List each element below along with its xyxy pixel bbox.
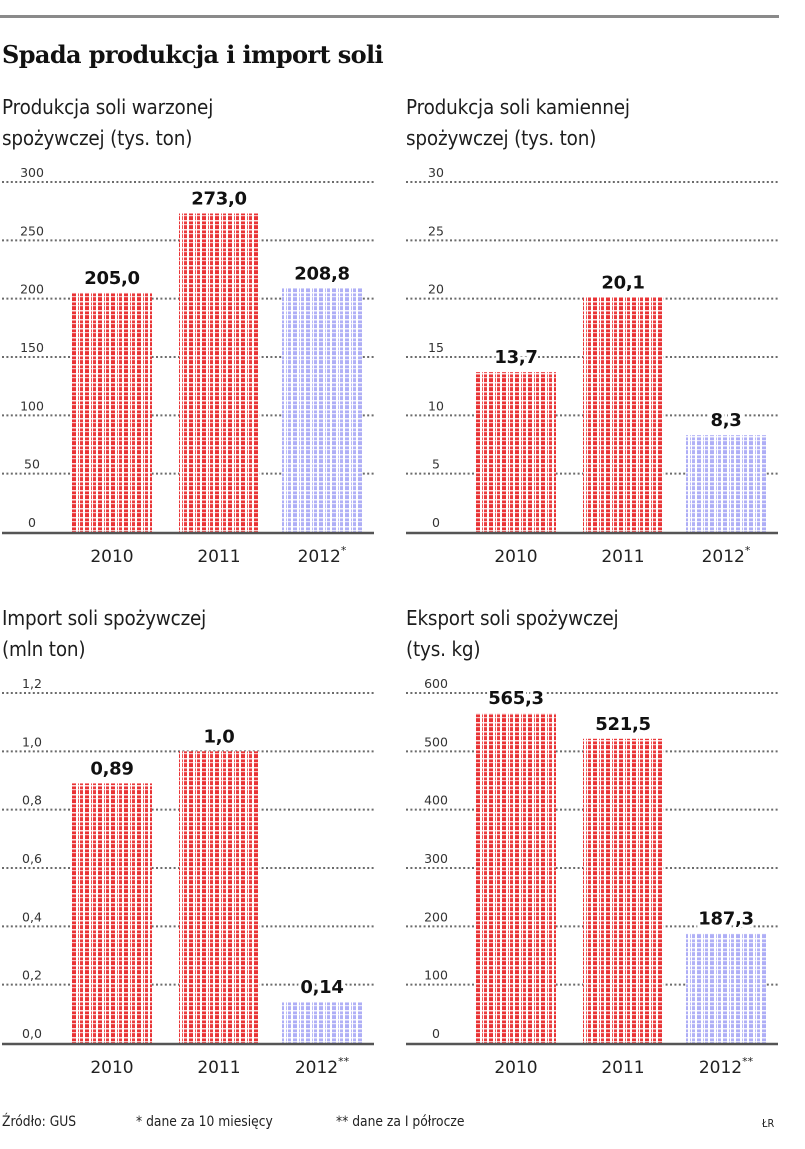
chart-title: Produkcja soli kamiennej spożywczej (tys… [406, 92, 630, 154]
main-title: Spada produkcja i import soli [2, 40, 384, 69]
chart-panel-kamiennej: Produkcja soli kamiennej spożywczej (tys… [406, 92, 786, 592]
chart-title-line-1: Import soli spożywczej [2, 606, 207, 630]
data-label: 208,8 [294, 263, 349, 284]
x-tick-label: 2011 [601, 1058, 644, 1078]
chart-title-line-2: (mln ton) [2, 637, 86, 661]
x-tick-label: 2011 [197, 1058, 240, 1078]
bar-2012 [282, 1002, 362, 1043]
x-tick-label: 2010 [494, 547, 537, 567]
y-tick-label: 5 [432, 457, 440, 472]
bar-2010 [476, 713, 556, 1043]
chart-panel-import: Import soli spożywczej (mln ton) 0,0 0,2 0… [2, 603, 382, 1103]
chart-title-line-1: Produkcja soli kamiennej [406, 95, 630, 119]
y-tick-label: 0 [432, 1026, 440, 1041]
data-label: 0,89 [90, 758, 133, 779]
chart-title-line-2: (tys. kg) [406, 637, 481, 661]
bar-2010 [72, 292, 152, 532]
y-tick-label: 0 [432, 515, 440, 530]
x-tick-label: 2010 [90, 1058, 133, 1078]
x-tick-label: 2012** [295, 1055, 350, 1078]
chart-title: Produkcja soli warzonej spożywczej (tys.… [2, 92, 213, 154]
chart-title-line-1: Produkcja soli warzonej [2, 95, 214, 119]
y-tick-label: 200 [20, 282, 44, 297]
y-tick-label: 400 [424, 793, 448, 808]
data-label: 187,3 [698, 909, 753, 930]
author-credit: ŁR [762, 1117, 775, 1130]
y-tick-label: 500 [424, 734, 448, 749]
bar-2012 [686, 435, 766, 532]
bar-2011 [179, 751, 259, 1043]
y-tick-label: 600 [424, 676, 448, 691]
chart-title-line-2: spożywczej (tys. ton) [406, 126, 597, 150]
y-tick-label: 200 [424, 909, 448, 924]
y-tick-label: 100 [424, 968, 448, 983]
top-rule [0, 15, 779, 18]
bar-2010 [72, 783, 152, 1043]
x-tick-label: 2010 [90, 547, 133, 567]
x-tick-label: 2011 [601, 547, 644, 567]
y-tick-label: 15 [428, 340, 444, 355]
y-tick-label: 300 [424, 851, 448, 866]
y-tick-label: 300 [20, 165, 44, 180]
x-tick-label: 2012* [298, 544, 347, 567]
footnote-single-star: * dane za 10 miesięcy [136, 1114, 273, 1130]
y-tick-label: 0,0 [22, 1026, 42, 1041]
chart-panel-warzonej: Produkcja soli warzonej spożywczej (tys.… [2, 92, 382, 592]
data-label: 0,14 [300, 977, 343, 998]
data-label: 8,3 [711, 410, 742, 431]
y-tick-label: 0,4 [22, 909, 42, 924]
bar-2011 [179, 213, 259, 532]
data-label: 13,7 [494, 347, 537, 368]
chart-title: Import soli spożywczej (mln ton) [2, 603, 206, 665]
data-label: 205,0 [84, 268, 139, 289]
bar-2012 [282, 288, 362, 532]
x-tick-label: 2012** [699, 1055, 754, 1078]
bar-chart: 0 100 200 300 400 500 600 565,3 2010 521,5 2011 187… [406, 676, 778, 1078]
bar-chart: 0 50 100 150 200 250 300 205,0 2010 273,0 2011 208,… [2, 165, 374, 567]
data-label: 565,3 [488, 688, 543, 709]
y-tick-label: 30 [428, 165, 444, 180]
y-tick-label: 25 [428, 223, 444, 238]
y-tick-label: 50 [24, 457, 40, 472]
data-label: 521,5 [595, 714, 650, 735]
y-tick-label: 150 [20, 340, 44, 355]
y-tick-label: 100 [20, 398, 44, 413]
data-label: 20,1 [601, 273, 644, 294]
chart-title: Eksport soli spożywczej (tys. kg) [406, 603, 619, 665]
y-tick-label: 0,6 [22, 851, 42, 866]
data-label: 273,0 [191, 189, 246, 210]
footer: Źródło: GUS * dane za 10 miesięcy ** dan… [0, 1114, 805, 1134]
source-note: Źródło: GUS [2, 1114, 77, 1130]
y-tick-label: 0 [28, 515, 36, 530]
bar-chart: 0 5 10 15 20 25 30 13,7 2010 20,1 2011 8,3 2012* [406, 165, 778, 567]
bar-chart: 0,0 0,2 0,4 0,6 0,8 1,0 1,2 0,89 2010 1,0 2011 0,14… [2, 676, 374, 1078]
y-tick-label: 0,2 [22, 968, 42, 983]
chart-panel-eksport: Eksport soli spożywczej (tys. kg) 0 100 20… [406, 603, 786, 1103]
data-label: 1,0 [204, 726, 235, 747]
bar-2012 [686, 933, 766, 1043]
bar-2011 [583, 297, 663, 532]
x-tick-label: 2012* [702, 544, 751, 567]
y-tick-label: 1,2 [22, 676, 42, 691]
x-tick-label: 2011 [197, 547, 240, 567]
y-tick-label: 0,8 [22, 793, 42, 808]
y-tick-label: 10 [428, 398, 444, 413]
chart-title-line-1: Eksport soli spożywczej [406, 606, 619, 630]
bar-2011 [583, 738, 663, 1043]
footnote-double-star: ** dane za I półrocze [336, 1114, 465, 1130]
bar-2010 [476, 372, 556, 532]
x-tick-label: 2010 [494, 1058, 537, 1078]
y-tick-label: 250 [20, 223, 44, 238]
y-tick-label: 1,0 [22, 734, 42, 749]
y-tick-label: 20 [428, 282, 444, 297]
chart-title-line-2: spożywczej (tys. ton) [2, 126, 193, 150]
